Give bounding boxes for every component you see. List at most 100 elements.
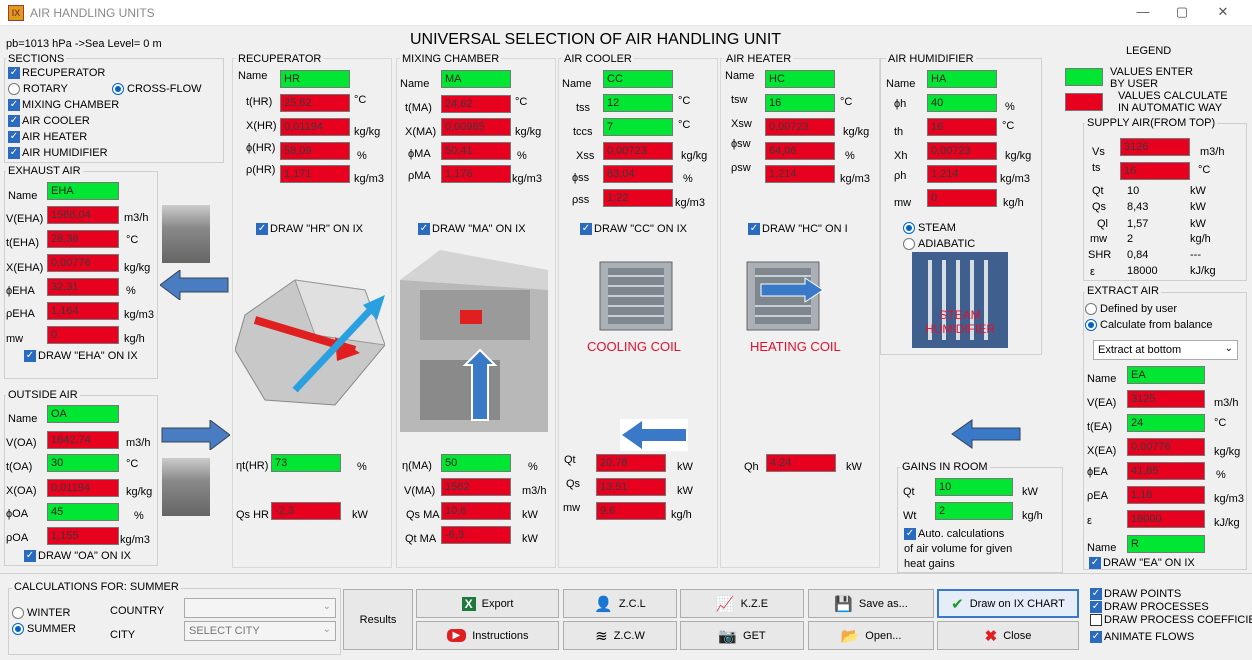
results-button[interactable]: Results xyxy=(343,589,413,650)
sections-title: SECTIONS xyxy=(6,53,67,65)
auto-calc-checkbox[interactable]: ✓ Auto. calculations of air volume for gi… xyxy=(904,528,1013,570)
draw-processes-checkbox[interactable]: ✓ DRAW PROCESSES xyxy=(1090,601,1209,614)
draw-hc-checkbox[interactable]: ✓ DRAW "HC" ON I xyxy=(748,223,848,236)
draw-ix-button[interactable]: ✔ Draw on IX CHART xyxy=(937,589,1079,618)
draw-points-checkbox[interactable]: ✓ DRAW POINTS xyxy=(1090,588,1182,601)
recuperator-checkbox[interactable]: ✓ RECUPERATOR xyxy=(8,67,106,80)
maximize-icon[interactable]: ▢ xyxy=(1175,4,1189,19)
cooler-checkbox[interactable]: ✓ AIR COOLER xyxy=(8,115,90,128)
draw-eha-checkbox[interactable]: ✓ DRAW "EHA" ON IX xyxy=(24,350,138,363)
export-button[interactable]: X Export xyxy=(416,589,559,618)
save-as-button[interactable]: 💾 Save as... xyxy=(808,589,934,618)
outside-phi-field[interactable]: 45 xyxy=(47,503,119,521)
mixing-name-label: Name xyxy=(400,78,430,90)
window-title: AIR HANDLING UNITS xyxy=(30,6,155,20)
outside-x-label: X(OA) xyxy=(6,485,37,497)
extract-position-select[interactable]: Extract at bottom ⌄ xyxy=(1093,340,1238,360)
draw-hr-checkbox[interactable]: ✓ DRAW "HR" ON IX xyxy=(256,223,363,236)
animate-flows-checkbox[interactable]: ✓ ANIMATE FLOWS xyxy=(1090,631,1195,644)
humid-xh-unit: kg/kg xyxy=(1005,150,1032,162)
crossflow-radio[interactable]: CROSS-FLOW xyxy=(112,83,202,96)
extract-name2-field[interactable]: R xyxy=(1127,535,1205,553)
supply-vs-field: 3126 xyxy=(1120,138,1190,156)
extract-rho-label: ρEA xyxy=(1087,490,1108,502)
draw-ea-checkbox[interactable]: ✓ DRAW "EA" ON IX xyxy=(1089,557,1195,570)
mixing-x-field: 0,00985 xyxy=(441,118,511,136)
extract-name-field[interactable]: EA xyxy=(1127,366,1205,384)
steam-radio[interactable]: STEAM xyxy=(903,222,956,235)
chevron-down-icon: ⌄ xyxy=(1224,343,1233,354)
recup-phi-field: 58,09 xyxy=(280,142,350,160)
heater-qh-unit: kW xyxy=(846,461,862,473)
arrow-humidifier-left-icon xyxy=(950,418,1022,450)
outside-name-field[interactable]: OA xyxy=(47,405,119,423)
adiabatic-radio[interactable]: ADIABATIC xyxy=(903,238,975,251)
humid-phi-unit: % xyxy=(1005,101,1015,113)
extract-phi-unit: % xyxy=(1216,469,1226,481)
heater-name-field[interactable]: HC xyxy=(765,70,835,88)
get-button[interactable]: 📷 GET xyxy=(680,621,804,650)
extract-name2-label: Name xyxy=(1087,542,1117,554)
minimize-icon[interactable]: — xyxy=(1136,4,1150,19)
supply-qt-value: 10 xyxy=(1127,185,1140,197)
outside-rho-label: ρOA xyxy=(6,532,29,544)
extract-title: EXTRACT AIR xyxy=(1085,285,1161,297)
supply-title: SUPPLY AIR(FROM TOP) xyxy=(1085,117,1218,129)
humidifier-checkbox[interactable]: ✓ AIR HUMIDIFIER xyxy=(8,147,108,160)
open-button[interactable]: 📂 Open... xyxy=(808,621,934,650)
gains-wt-field[interactable]: 2 xyxy=(935,502,1013,520)
close-button[interactable]: ✖ Close xyxy=(937,621,1079,650)
exhaust-mw-field: 0 xyxy=(47,326,119,344)
city-select[interactable]: SELECT CITY ⌄ xyxy=(184,621,336,641)
cooler-tccs-field[interactable]: 7 xyxy=(603,118,673,136)
zcw-button[interactable]: ≋ Z.C.W xyxy=(563,621,677,650)
mixing-qs-unit: kW xyxy=(522,509,538,521)
heater-tsw-field[interactable]: 16 xyxy=(765,94,835,112)
ahu-logo-icon: IX xyxy=(8,5,24,21)
mixing-name-field[interactable]: MA xyxy=(441,70,511,88)
draw-cc-checkbox[interactable]: ✓ DRAW "CC" ON IX xyxy=(580,223,687,236)
gains-qt-field[interactable]: 10 xyxy=(935,478,1013,496)
calculate-from-balance-radio[interactable]: Calculate from balance xyxy=(1085,319,1213,332)
draw-oa-checkbox[interactable]: ✓ DRAW "OA" ON IX xyxy=(24,550,131,563)
cooler-name-field[interactable]: CC xyxy=(603,70,673,88)
recup-t-field: 25,62 xyxy=(280,94,350,112)
recup-name-field[interactable]: HR xyxy=(280,70,350,88)
country-select[interactable]: ⌄ xyxy=(184,598,336,618)
gains-wt-label: Wt xyxy=(903,510,917,522)
summer-radio[interactable]: SUMMER xyxy=(12,623,76,636)
extract-v-unit: m3/h xyxy=(1214,397,1239,409)
humid-name-field[interactable]: HA xyxy=(927,70,997,88)
recup-phi-label: ϕ(HR) xyxy=(246,142,276,154)
draw-ma-checkbox[interactable]: ✓ DRAW "MA" ON IX xyxy=(418,223,526,236)
draw-coeff-checkbox[interactable]: DRAW PROCESS COEFFICIE xyxy=(1090,614,1252,627)
outside-t-field[interactable]: 30 xyxy=(47,454,119,472)
mixing-rho-unit: kg/m3 xyxy=(512,173,542,185)
country-label: COUNTRY xyxy=(110,605,165,617)
steam-humidifier-image: STEAM HUMIDIFIER xyxy=(912,252,1008,348)
exhaust-name-field[interactable]: EHA xyxy=(47,182,119,200)
kze-button[interactable]: 📈 K.Z.E xyxy=(680,589,804,618)
rotary-radio[interactable]: ROTARY xyxy=(8,83,68,96)
mixing-v-label: V(MA) xyxy=(404,485,436,497)
recup-name-label: Name xyxy=(238,70,268,82)
humid-rho-unit: kg/m3 xyxy=(1000,173,1030,185)
mixing-eta-field[interactable]: 50 xyxy=(441,454,511,472)
exhaust-rho-field: 1,164 xyxy=(47,302,119,320)
heater-checkbox[interactable]: ✓ AIR HEATER xyxy=(8,131,88,144)
cooler-tss-field[interactable]: 12 xyxy=(603,94,673,112)
close-window-icon[interactable]: ✕ xyxy=(1217,4,1229,19)
mixing-checkbox[interactable]: ✓ MIXING CHAMBER xyxy=(8,99,120,112)
defined-by-user-radio[interactable]: Defined by user xyxy=(1085,303,1177,316)
cooler-xss-unit: kg/kg xyxy=(681,150,708,162)
mixing-phi-label: ϕMA xyxy=(408,148,431,160)
extract-t-field[interactable]: 24 xyxy=(1127,414,1205,432)
recup-eta-field[interactable]: 73 xyxy=(271,454,341,472)
heater-xsw-unit: kg/kg xyxy=(843,126,870,138)
humid-phi-field[interactable]: 40 xyxy=(927,94,997,112)
mixing-x-unit: kg/kg xyxy=(515,126,542,138)
zcl-button[interactable]: 👤 Z.C.L xyxy=(563,589,677,618)
cooler-mw-unit: kg/h xyxy=(671,509,692,521)
instructions-button[interactable]: ▶ Instructions xyxy=(416,621,559,650)
winter-radio[interactable]: WINTER xyxy=(12,607,70,620)
